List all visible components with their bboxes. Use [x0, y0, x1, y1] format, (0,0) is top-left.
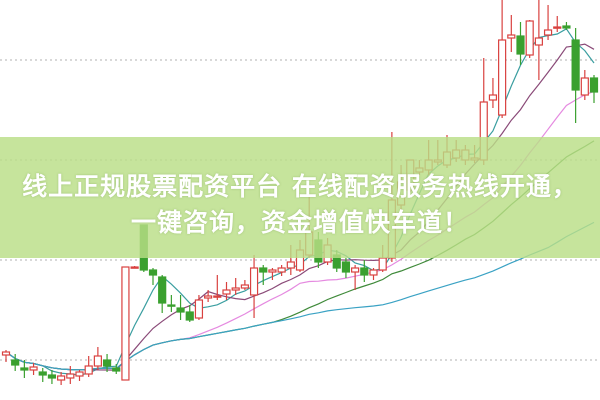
candle — [222, 282, 231, 300]
candle — [194, 295, 204, 320]
candle-body — [121, 266, 130, 381]
candle-body — [249, 267, 259, 296]
candle — [93, 347, 102, 370]
candle — [231, 278, 240, 295]
candle — [589, 75, 599, 103]
candle-body — [75, 371, 84, 377]
ma60-line — [5, 221, 595, 371]
candle — [112, 364, 121, 374]
candle-body — [525, 20, 534, 56]
candle — [249, 255, 259, 318]
candle — [148, 268, 158, 285]
candle — [341, 258, 351, 278]
candle — [525, 20, 534, 58]
candle-body — [222, 289, 231, 295]
candle — [534, 0, 543, 80]
candle-body — [158, 276, 167, 304]
candle-body — [176, 307, 185, 313]
candle — [102, 354, 112, 372]
candle — [158, 275, 167, 313]
candle-body — [11, 359, 20, 366]
candle — [277, 265, 286, 276]
candle-body — [112, 367, 121, 372]
candle-body — [204, 295, 213, 299]
candle — [351, 265, 360, 290]
candle-body — [360, 267, 369, 276]
candle — [20, 360, 29, 378]
candle — [66, 366, 75, 384]
candle — [562, 22, 571, 30]
candle-body — [562, 25, 571, 29]
candle — [360, 260, 369, 282]
candle — [516, 22, 525, 65]
candle — [29, 363, 38, 375]
candle-body — [84, 365, 93, 375]
candle-body — [543, 29, 553, 36]
candle-body — [286, 261, 295, 269]
candle-body — [580, 77, 589, 96]
candle-body — [553, 26, 562, 29]
candle — [38, 368, 47, 382]
candle-body — [369, 269, 378, 276]
candle — [167, 295, 176, 312]
candle-body — [130, 266, 139, 269]
ad-banner[interactable]: 线上正规股票配资平台 在线配资服务热线开通， 一键咨询，资金增值快车道！ — [0, 137, 600, 258]
candle-body — [38, 371, 47, 376]
candle-body — [167, 304, 176, 307]
candle-body — [66, 373, 75, 379]
candle-body — [102, 359, 112, 367]
candle — [121, 266, 130, 381]
candle — [369, 268, 378, 280]
candle-body — [185, 311, 194, 321]
candle-body — [341, 261, 351, 273]
candle-body — [29, 366, 38, 371]
candle-body — [148, 269, 158, 276]
candle-body — [93, 355, 102, 367]
candle — [130, 266, 139, 269]
candle-body — [1, 351, 11, 356]
candle — [543, 5, 553, 40]
candle — [259, 265, 268, 285]
candle-body — [534, 37, 543, 46]
candle — [11, 354, 20, 371]
candle-body — [507, 34, 516, 39]
candle-body — [516, 35, 525, 55]
candle-body — [498, 39, 507, 116]
candle-body — [351, 267, 360, 273]
candle — [47, 370, 57, 384]
candle-body — [259, 267, 268, 273]
candle-body — [589, 77, 599, 93]
candle — [176, 295, 185, 320]
candle-body — [213, 295, 222, 298]
candle — [571, 28, 580, 123]
candle — [75, 370, 84, 381]
candle — [488, 78, 498, 108]
candle — [268, 268, 277, 280]
candle-body — [488, 94, 498, 101]
candle — [1, 350, 11, 362]
candle-body — [240, 284, 249, 289]
candle — [580, 70, 589, 100]
candle — [84, 356, 93, 377]
candle — [498, 0, 507, 118]
candle-body — [47, 374, 57, 379]
candle-body — [268, 269, 277, 273]
candle — [185, 305, 194, 322]
candle-body — [20, 367, 29, 371]
candle-body — [571, 39, 580, 91]
candle-body — [378, 257, 387, 271]
candle — [204, 290, 213, 302]
candle — [213, 275, 222, 300]
candle-body — [231, 287, 240, 291]
banner-text-line2: 一键咨询，资金增值快车道！ — [130, 208, 469, 237]
candle — [553, 16, 562, 32]
candle-body — [277, 267, 286, 273]
candle — [507, 15, 516, 52]
candle-body — [57, 375, 66, 381]
banner-text-line1: 线上正规股票配资平台 在线配资服务热线开通， — [22, 172, 578, 201]
candle — [57, 372, 66, 385]
candle — [240, 280, 249, 290]
candle-body — [194, 299, 204, 319]
